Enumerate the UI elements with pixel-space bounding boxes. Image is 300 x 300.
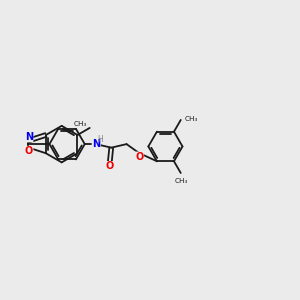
Text: N: N: [92, 139, 100, 149]
Text: O: O: [25, 146, 33, 156]
Text: O: O: [135, 152, 144, 162]
Text: CH₃: CH₃: [175, 178, 188, 184]
Text: CH₃: CH₃: [184, 116, 198, 122]
Text: H: H: [97, 135, 103, 144]
Text: O: O: [106, 161, 114, 172]
Text: N: N: [25, 132, 33, 142]
Text: CH₃: CH₃: [74, 121, 87, 127]
